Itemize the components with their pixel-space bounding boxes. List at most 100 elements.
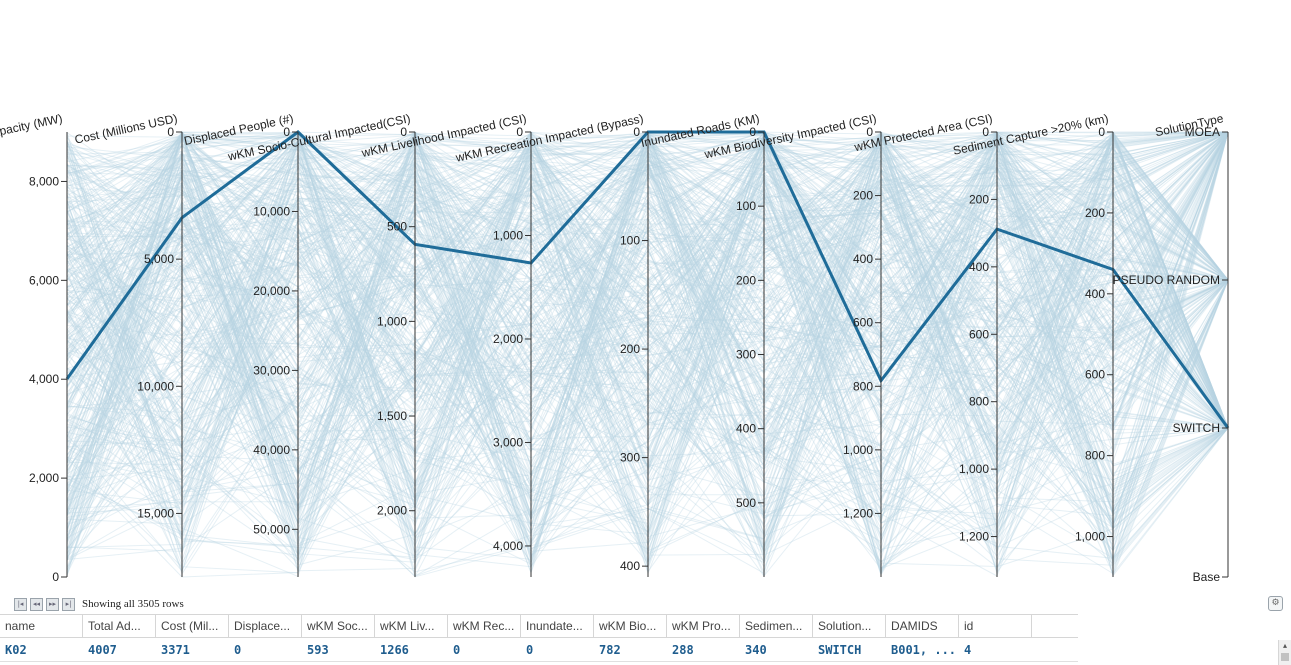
table-cell: 0 (234, 643, 242, 657)
tick-label: 0 (400, 125, 407, 139)
column-header[interactable]: id (959, 615, 1032, 637)
tick-label: 2,000 (29, 471, 59, 485)
column-header[interactable]: name (0, 615, 83, 637)
first-page-icon[interactable]: |◂ (14, 597, 27, 611)
column-header[interactable]: wKM Bio... (594, 615, 667, 637)
tick-label: 30,000 (253, 363, 290, 377)
row-count-status: Showing all 3505 rows (82, 598, 184, 610)
tick-label: 0 (982, 125, 989, 139)
tick-label: 1,200 (843, 506, 873, 520)
table-row[interactable]: K02 4007 3371 0 593 1266 0 0 782 288 340 SWITCH B001… (0, 639, 1078, 662)
tick-label: 6,000 (29, 273, 59, 287)
tick-label: 100 (620, 234, 640, 248)
table-cell: 340 (745, 643, 767, 657)
tick-label: 400 (736, 422, 756, 436)
tick-label: 100 (736, 199, 756, 213)
axis-title: Total Addl Capacity (MW) (0, 111, 64, 153)
tick-label: 300 (620, 451, 640, 465)
tick-label: 10,000 (253, 204, 290, 218)
column-header[interactable]: wKM Soc... (302, 615, 375, 637)
table-cell: 0 (526, 643, 534, 657)
tick-label: 50,000 (253, 522, 290, 536)
tick-label: 0 (633, 125, 640, 139)
parallel-coordinates-chart[interactable]: Total Addl Capacity (MW) 0 2,000 4,000 6,000… (0, 0, 1291, 592)
tick-label: 0 (516, 125, 523, 139)
tick-label: 0 (283, 125, 290, 139)
table-cell: K02 (5, 643, 27, 657)
tick-label: 2,000 (377, 504, 407, 518)
tick-label: 4,000 (29, 372, 59, 386)
table-cell: 593 (307, 643, 329, 657)
column-header[interactable]: wKM Liv... (375, 615, 448, 637)
tick-label: 600 (969, 327, 989, 341)
table-cell: 4007 (88, 643, 117, 657)
column-header[interactable]: Cost (Mil... (156, 615, 229, 637)
column-header[interactable]: DAMIDS (886, 615, 959, 637)
tick-label: 1,000 (1075, 530, 1105, 544)
tick-label: 20,000 (253, 284, 290, 298)
next-page-icon[interactable]: ▸▸ (46, 597, 59, 611)
table-cell: 4 (964, 643, 972, 657)
tick-label: 200 (736, 273, 756, 287)
tick-label: 500 (736, 496, 756, 510)
tick-label: 1,000 (493, 228, 523, 242)
tick-label: 600 (853, 316, 873, 330)
table-cell: 288 (672, 643, 694, 657)
tick-label: 400 (620, 559, 640, 573)
table-cell: B001, ... (891, 643, 957, 657)
tick-label: 300 (736, 348, 756, 362)
scroll-up-icon[interactable]: ▴ (1282, 641, 1287, 650)
vertical-scrollbar[interactable]: ▴ (1278, 640, 1291, 665)
tick-label: Base (1193, 570, 1221, 584)
column-header[interactable]: Inundate... (521, 615, 594, 637)
scrollbar-thumb[interactable] (1281, 653, 1289, 661)
previous-page-icon[interactable]: ◂◂ (30, 597, 43, 611)
tick-label: 1,200 (959, 530, 989, 544)
tick-label: 10,000 (137, 379, 174, 393)
table-cell: 1266 (380, 643, 409, 657)
tick-label: 2,000 (493, 332, 523, 346)
data-grid: name Total Ad... Cost (Mil... Displace... wK… (0, 614, 1278, 665)
tick-label: 400 (1085, 287, 1105, 301)
tick-label: 3,000 (493, 435, 523, 449)
column-header[interactable]: Displace... (229, 615, 302, 637)
tick-label: SWITCH (1173, 421, 1220, 435)
last-page-icon[interactable]: ▸| (62, 597, 75, 611)
tick-label: 40,000 (253, 443, 290, 457)
tick-label: 200 (853, 189, 873, 203)
tick-label: 200 (1085, 206, 1105, 220)
tick-label: 0 (866, 125, 873, 139)
table-cell: 3371 (161, 643, 190, 657)
tick-label: 1,000 (377, 314, 407, 328)
tick-label: 1,000 (959, 462, 989, 476)
tick-label: PSEUDO RANDOM (1113, 273, 1220, 287)
tick-label: 1,000 (843, 443, 873, 457)
settings-icon[interactable]: ⚙ (1268, 596, 1283, 611)
tick-label: 600 (1085, 368, 1105, 382)
column-header[interactable]: Solution... (813, 615, 886, 637)
column-header[interactable]: Total Ad... (83, 615, 156, 637)
table-cell: SWITCH (818, 643, 862, 657)
tick-label: 200 (969, 192, 989, 206)
tick-label: 0 (1098, 125, 1105, 139)
column-header[interactable]: wKM Rec... (448, 615, 521, 637)
table-cell: 782 (599, 643, 621, 657)
tick-label: 800 (969, 395, 989, 409)
grid-header: name Total Ad... Cost (Mil... Displace... wK… (0, 614, 1078, 638)
tick-label: 15,000 (137, 506, 174, 520)
tick-label: 5,000 (144, 252, 174, 266)
tick-label: 500 (387, 220, 407, 234)
tick-label: 4,000 (493, 539, 523, 553)
tick-label: 8,000 (29, 174, 59, 188)
tick-label: MOEA (1185, 125, 1220, 139)
tick-label: 1,500 (377, 409, 407, 423)
tick-label: 200 (620, 342, 640, 356)
tick-label: 400 (853, 252, 873, 266)
tick-label: 800 (853, 379, 873, 393)
column-header[interactable]: wKM Pro... (667, 615, 740, 637)
column-header[interactable]: Sedimen... (740, 615, 813, 637)
tick-label: 0 (167, 125, 174, 139)
tick-label: 0 (749, 125, 756, 139)
axis[interactable]: Total Addl Capacity (MW) 0 2,000 4,000 6,000… (0, 111, 68, 584)
